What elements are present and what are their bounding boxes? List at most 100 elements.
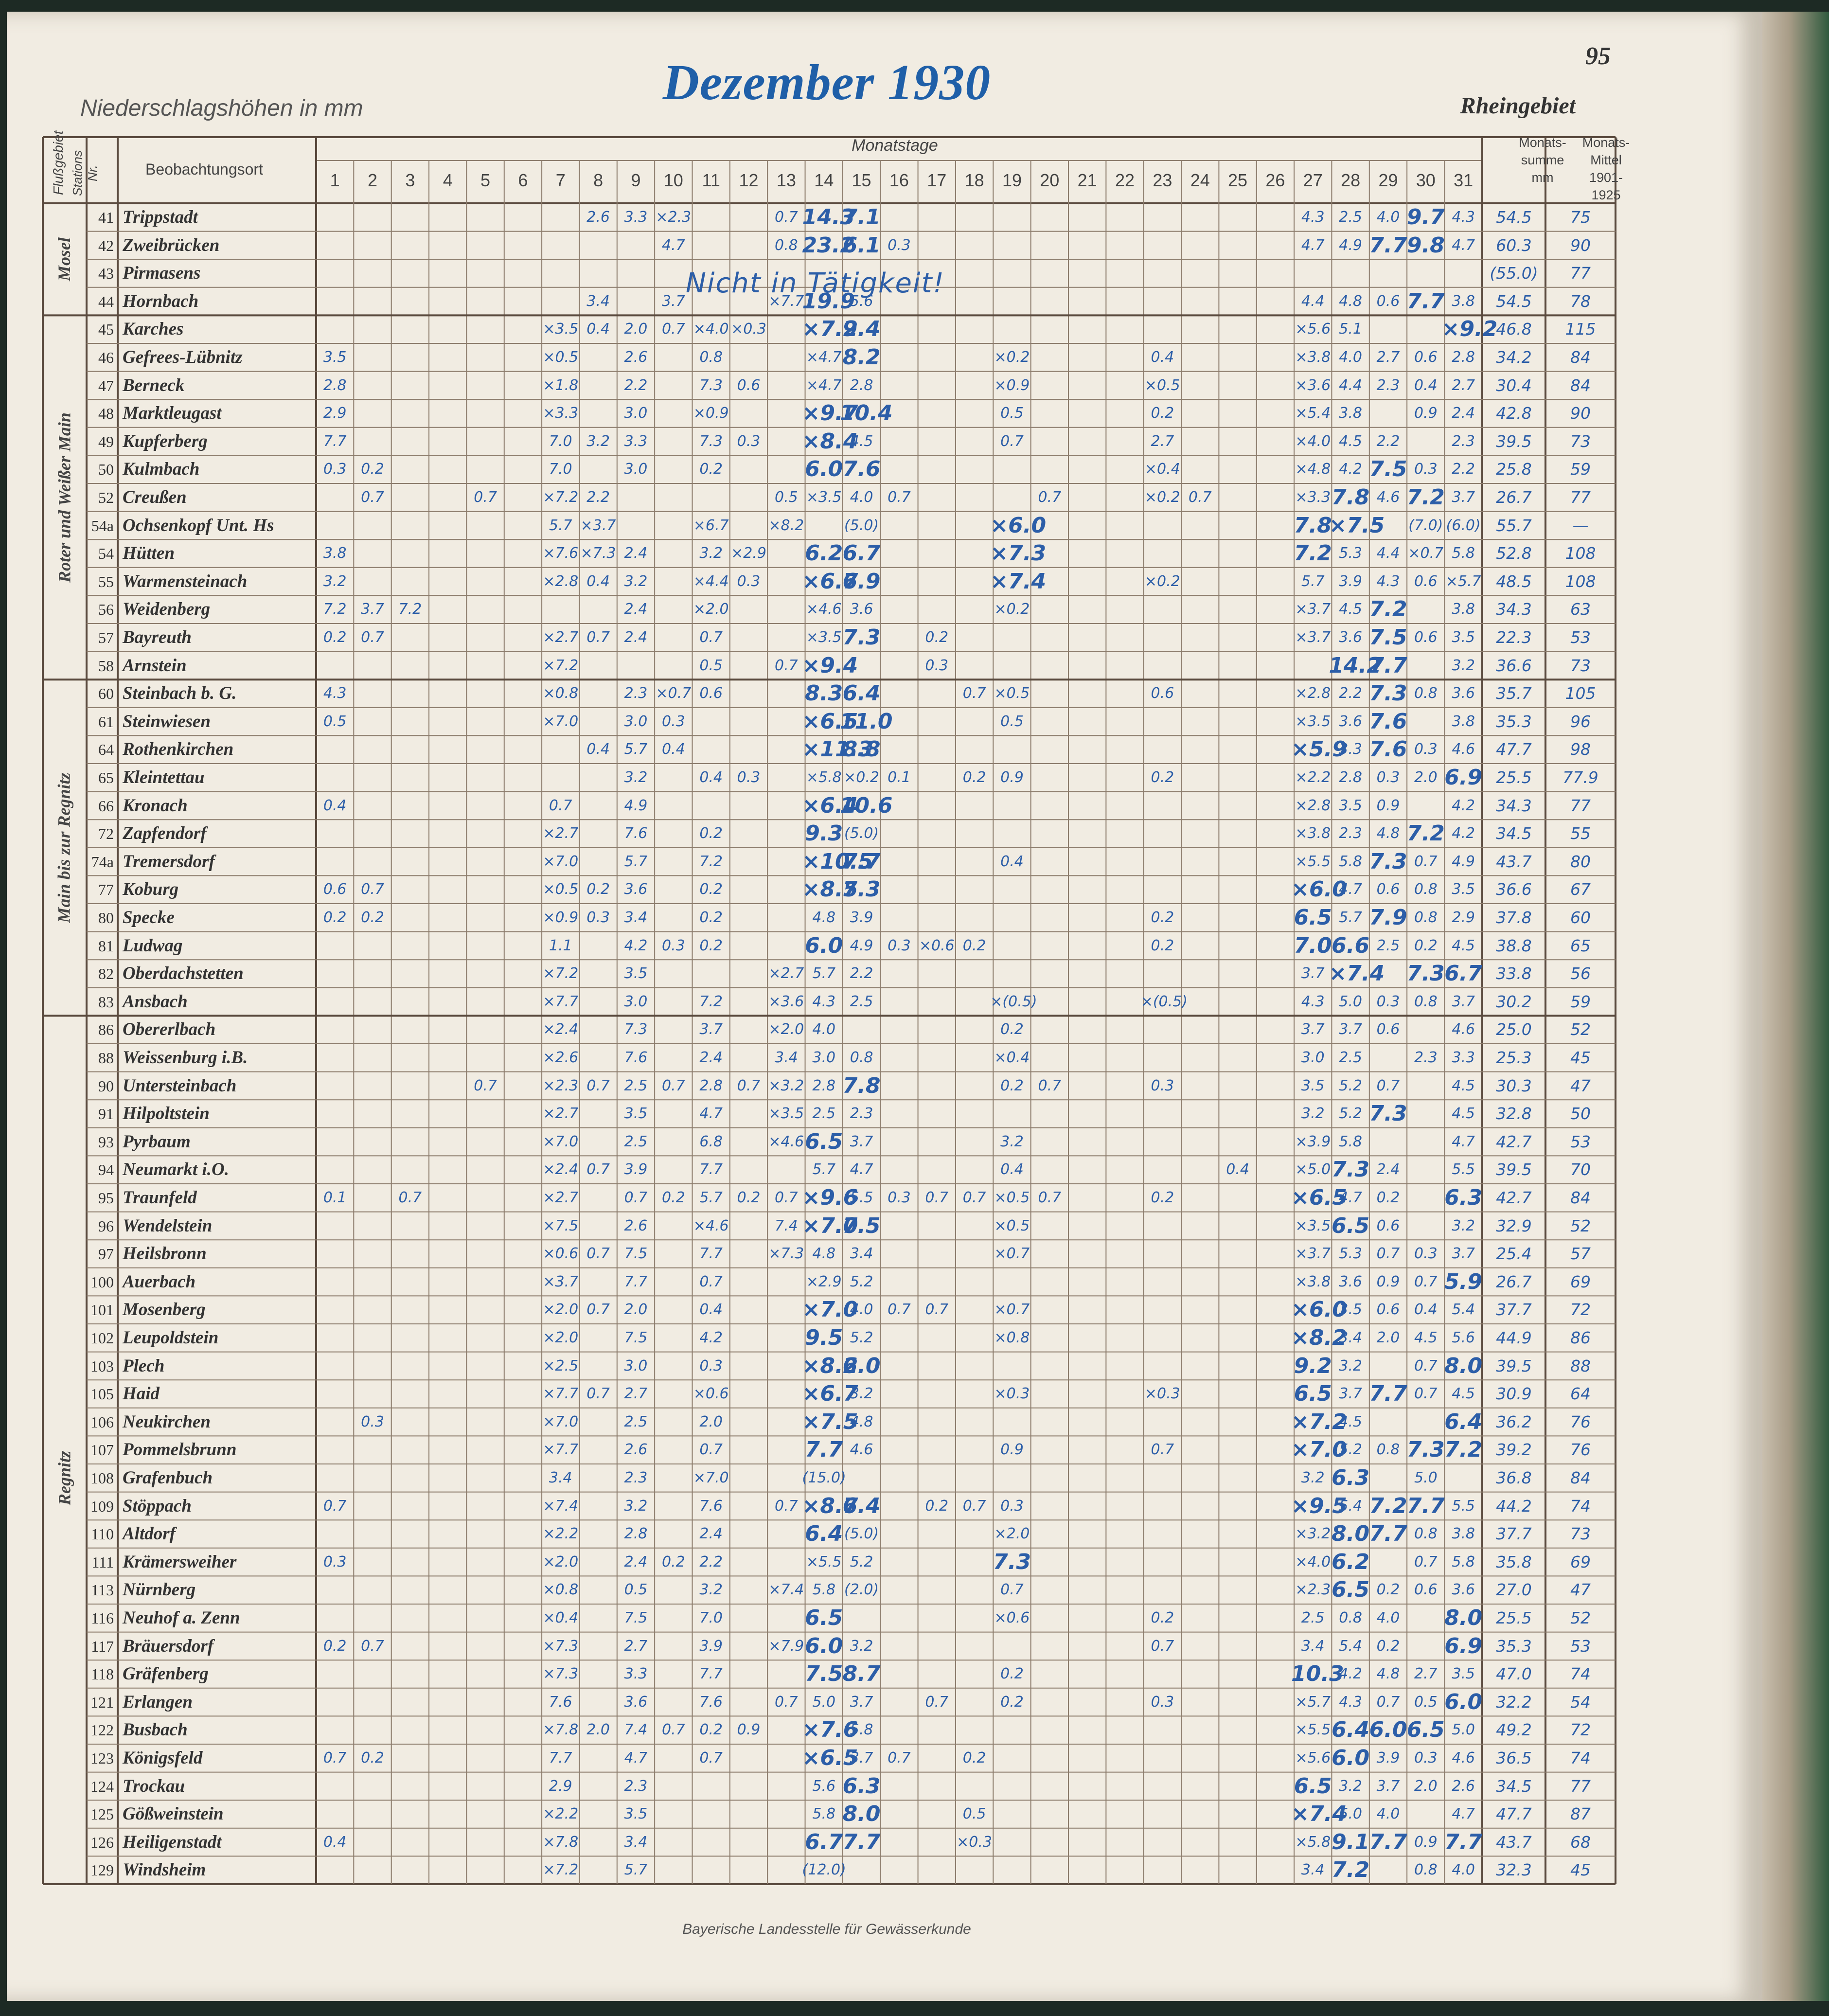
daily-value: 3.7 xyxy=(1452,1245,1475,1263)
daily-value: 7.7 xyxy=(1444,1829,1483,1855)
monthly-mean: 70 xyxy=(1570,1160,1591,1179)
daily-value: 0.2 xyxy=(699,881,723,898)
daily-value: ×3.6 xyxy=(768,993,804,1010)
daily-value: 6.3 xyxy=(842,1773,881,1799)
daily-value: 4.2 xyxy=(699,1329,723,1346)
daily-value: 0.3 xyxy=(1414,741,1438,758)
daily-value: ×(0.5) xyxy=(1140,993,1188,1010)
daily-value: ×3.7 xyxy=(1295,629,1331,646)
daily-value: ×3.5 xyxy=(806,489,842,506)
daily-value: ×2.0 xyxy=(543,1329,579,1346)
daily-value: 0.7 xyxy=(586,1385,610,1403)
daily-value: 1.1 xyxy=(549,937,572,954)
daily-value: ×2.5 xyxy=(543,1357,579,1374)
daily-value: 4.5 xyxy=(1339,432,1362,450)
daily-value: 7.2 xyxy=(699,993,723,1010)
monthly-mean: 80 xyxy=(1570,852,1591,871)
daily-value: 4.7 xyxy=(1452,1133,1475,1150)
daily-value: ×0.5 xyxy=(994,1189,1030,1206)
monthly-sum: 39.5 xyxy=(1496,1160,1532,1179)
daily-value: 5.8 xyxy=(1339,853,1362,870)
monthly-sum: 49.2 xyxy=(1496,1720,1532,1740)
day-header: 16 xyxy=(889,170,909,190)
daily-value: 0.4 xyxy=(586,572,610,590)
station-number: 117 xyxy=(91,1637,114,1655)
daily-value: 0.7 xyxy=(699,1441,723,1459)
daily-value: 7.7 xyxy=(1406,1493,1445,1518)
daily-value: 0.4 xyxy=(1414,376,1438,394)
daily-value: ×3.3 xyxy=(543,405,579,422)
monthly-sum: 32.3 xyxy=(1496,1860,1532,1880)
daily-value: 3.2 xyxy=(1301,1469,1325,1486)
daily-value: 0.7 xyxy=(1038,1077,1062,1094)
station-name: Zapfendorf xyxy=(123,823,207,844)
daily-value: 2.6 xyxy=(586,209,610,226)
book-spine xyxy=(1762,12,1829,2001)
daily-value: 6.5 xyxy=(1332,1213,1370,1238)
daily-value: ×10.5 xyxy=(802,849,873,874)
daily-value: ×5.9 xyxy=(1291,737,1347,762)
daily-value: 0.2 xyxy=(661,1189,685,1206)
daily-value: 7.3 xyxy=(699,376,723,394)
daily-value: 14.3 xyxy=(802,205,855,230)
daily-value: 2.5 xyxy=(624,1133,648,1150)
daily-value: 0.7 xyxy=(361,1637,384,1655)
daily-value: 5.2 xyxy=(850,1329,873,1346)
daily-value: 6.2 xyxy=(805,541,843,566)
daily-value: 3.4 xyxy=(1339,1329,1362,1346)
station-number: 42 xyxy=(98,236,114,254)
station-name: Busbach xyxy=(123,1720,188,1740)
monthly-mean: 77 xyxy=(1570,264,1591,283)
station-name: Heilsbronn xyxy=(123,1244,207,1264)
daily-value: ×0.6 xyxy=(693,1385,729,1403)
monthly-sum: 30.3 xyxy=(1496,1076,1532,1095)
daily-value: 0.7 xyxy=(624,1189,648,1206)
daily-value: ×7.0 xyxy=(1291,1437,1347,1463)
daily-value: 5.4 xyxy=(1339,1637,1362,1655)
daily-value: 0.5 xyxy=(323,713,347,730)
daily-value: 0.5 xyxy=(1000,405,1024,422)
monthly-mean: 64 xyxy=(1570,1384,1591,1404)
day-header: 18 xyxy=(964,170,984,190)
daily-value: ×2.7 xyxy=(543,1189,579,1206)
daily-value: 0.2 xyxy=(925,629,949,646)
daily-value: ×7.2 xyxy=(543,1861,579,1879)
daily-value: 2.2 xyxy=(1376,432,1400,450)
daily-value: 3.3 xyxy=(624,1665,648,1683)
daily-value: 0.7 xyxy=(661,1721,685,1739)
daily-value: 0.6 xyxy=(737,376,761,394)
daily-value: 2.8 xyxy=(699,1077,723,1094)
daily-value: 0.7 xyxy=(699,629,723,646)
station-number: 126 xyxy=(90,1833,114,1851)
monthly-sum: 54.5 xyxy=(1496,291,1532,311)
daily-value: ×5.5 xyxy=(806,1553,842,1570)
river-group-label: Main bis zur Regnitz xyxy=(54,772,74,923)
monthly-mean: 77 xyxy=(1570,796,1591,815)
daily-value: 3.5 xyxy=(1339,797,1362,814)
daily-value: 6.2 xyxy=(1332,1549,1370,1574)
monthly-sum: (55.0) xyxy=(1490,264,1538,283)
daily-value: 0.6 xyxy=(1414,572,1438,590)
daily-value: 7.7 xyxy=(549,1749,572,1766)
station-number: 122 xyxy=(90,1721,114,1739)
daily-value: ×2.9 xyxy=(731,545,766,562)
daily-value: 0.7 xyxy=(775,209,798,226)
daily-value: 4.6 xyxy=(1452,1021,1475,1038)
daily-value: ×7.3 xyxy=(543,1637,579,1655)
daily-value: 7.3 xyxy=(842,625,881,650)
daily-value: 2.4 xyxy=(624,1553,648,1570)
daily-value: 4.8 xyxy=(850,1413,873,1430)
daily-value: ×0.3 xyxy=(994,1385,1030,1403)
daily-value: 0.7 xyxy=(1414,1357,1438,1374)
daily-value: 7.7 xyxy=(1406,288,1445,314)
daily-value: 0.2 xyxy=(962,1749,986,1766)
daily-value: 0.7 xyxy=(361,881,384,898)
station-number: 57 xyxy=(98,629,114,646)
daily-value: 3.5 xyxy=(1452,629,1475,646)
daily-value: 4.8 xyxy=(1376,825,1400,842)
page-title: Dezember 1930 xyxy=(662,54,991,110)
daily-value: 4.7 xyxy=(1452,1805,1475,1823)
daily-value: ×4.6 xyxy=(693,1217,729,1234)
station-name: Neuhof a. Zenn xyxy=(123,1608,240,1628)
daily-value: 0.1 xyxy=(323,1189,347,1206)
